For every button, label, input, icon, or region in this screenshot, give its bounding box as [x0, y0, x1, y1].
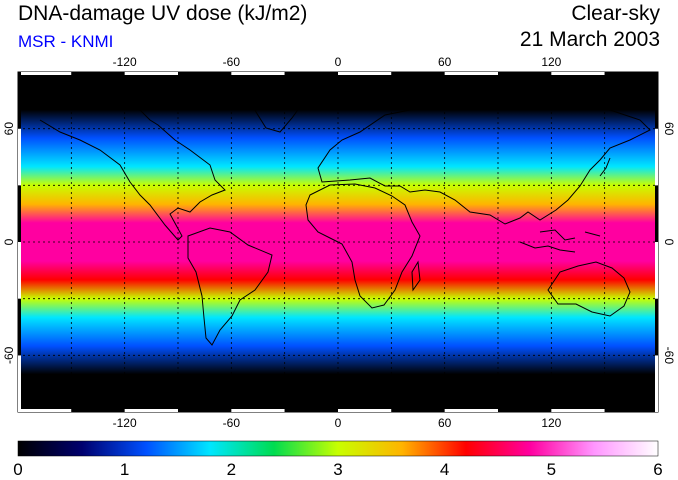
frame-tick: [604, 409, 658, 412]
frame-tick: [178, 72, 232, 75]
longitude-label: 120: [541, 55, 561, 69]
greenland-outline: [244, 85, 306, 133]
frame-tick: [18, 409, 72, 412]
madagascar-outline: [411, 260, 421, 292]
frame-tick: [391, 409, 445, 412]
frame-tick: [18, 355, 21, 412]
frame-tick: [551, 72, 605, 75]
latitude-label: 0: [2, 238, 16, 245]
latitude-label: -60: [662, 347, 676, 365]
latitude-label: -60: [2, 346, 16, 364]
colorbar-tick-label: 5: [546, 460, 557, 479]
colorbar-tick-label: 4: [439, 460, 450, 479]
longitude-label: 0: [335, 55, 342, 69]
frame-tick: [231, 409, 285, 412]
frame-tick: [124, 72, 178, 75]
eurasia-outline: [317, 97, 651, 225]
frame-tick: [18, 298, 21, 356]
colorbar-tick-label: 3: [333, 460, 343, 479]
colorbar: [17, 440, 659, 457]
frame-tick: [338, 72, 392, 75]
frame-tick: [124, 409, 178, 412]
longitude-label: 120: [541, 416, 561, 430]
map-title: DNA-damage UV dose (kJ/m2): [18, 2, 308, 25]
frame-tick: [71, 409, 125, 412]
south-america-outline: [187, 227, 273, 346]
frame-tick: [178, 409, 232, 412]
latitude-label: 60: [2, 122, 16, 136]
frame-tick: [655, 298, 658, 356]
frame-tick: [284, 72, 338, 75]
frame-tick: [444, 72, 498, 75]
frame-tick: [655, 242, 658, 299]
frame-tick: [231, 72, 285, 75]
colorbar-tick-label: 0: [13, 460, 23, 479]
longitude-label: 60: [438, 55, 452, 69]
frame-tick: [551, 409, 605, 412]
japan-outline: [599, 157, 611, 177]
frame-tick: [391, 72, 445, 75]
colorbar-tick-label: 6: [653, 460, 663, 479]
frame-tick: [18, 242, 21, 299]
longitude-label: -120: [113, 55, 137, 69]
frame-tick: [338, 409, 392, 412]
frame-tick: [498, 72, 552, 75]
frame-tick: [655, 355, 658, 412]
longitude-label: -60: [223, 55, 241, 69]
longitude-label: -120: [113, 416, 137, 430]
frame-tick: [604, 72, 658, 75]
map-source: MSR - KNMI: [18, 32, 114, 51]
frame-tick: [71, 72, 125, 75]
frame-tick: [655, 185, 658, 242]
latitude-label: 60: [662, 122, 676, 136]
australia-outline: [547, 261, 631, 317]
frame-tick: [655, 128, 658, 186]
latitude-label: 0: [662, 239, 676, 246]
longitude-label: 60: [438, 416, 452, 430]
frame-tick: [18, 72, 72, 75]
map-date: 21 March 2003: [519, 28, 660, 51]
africa-outline: [305, 183, 421, 309]
frame-tick: [655, 72, 658, 129]
longitude-label: -60: [223, 416, 241, 430]
indonesia-outline: [519, 229, 601, 253]
frame-tick: [284, 409, 338, 412]
frame-tick: [18, 185, 21, 242]
frame-tick: [18, 128, 21, 186]
frame-tick: [18, 72, 21, 129]
sky-condition: Clear-sky: [571, 2, 660, 25]
frame-tick: [444, 409, 498, 412]
longitude-label: 0: [335, 416, 342, 430]
colorbar-tick-label: 1: [119, 460, 130, 479]
frame-tick: [498, 409, 552, 412]
colorbar-tick-label: 2: [226, 460, 237, 479]
